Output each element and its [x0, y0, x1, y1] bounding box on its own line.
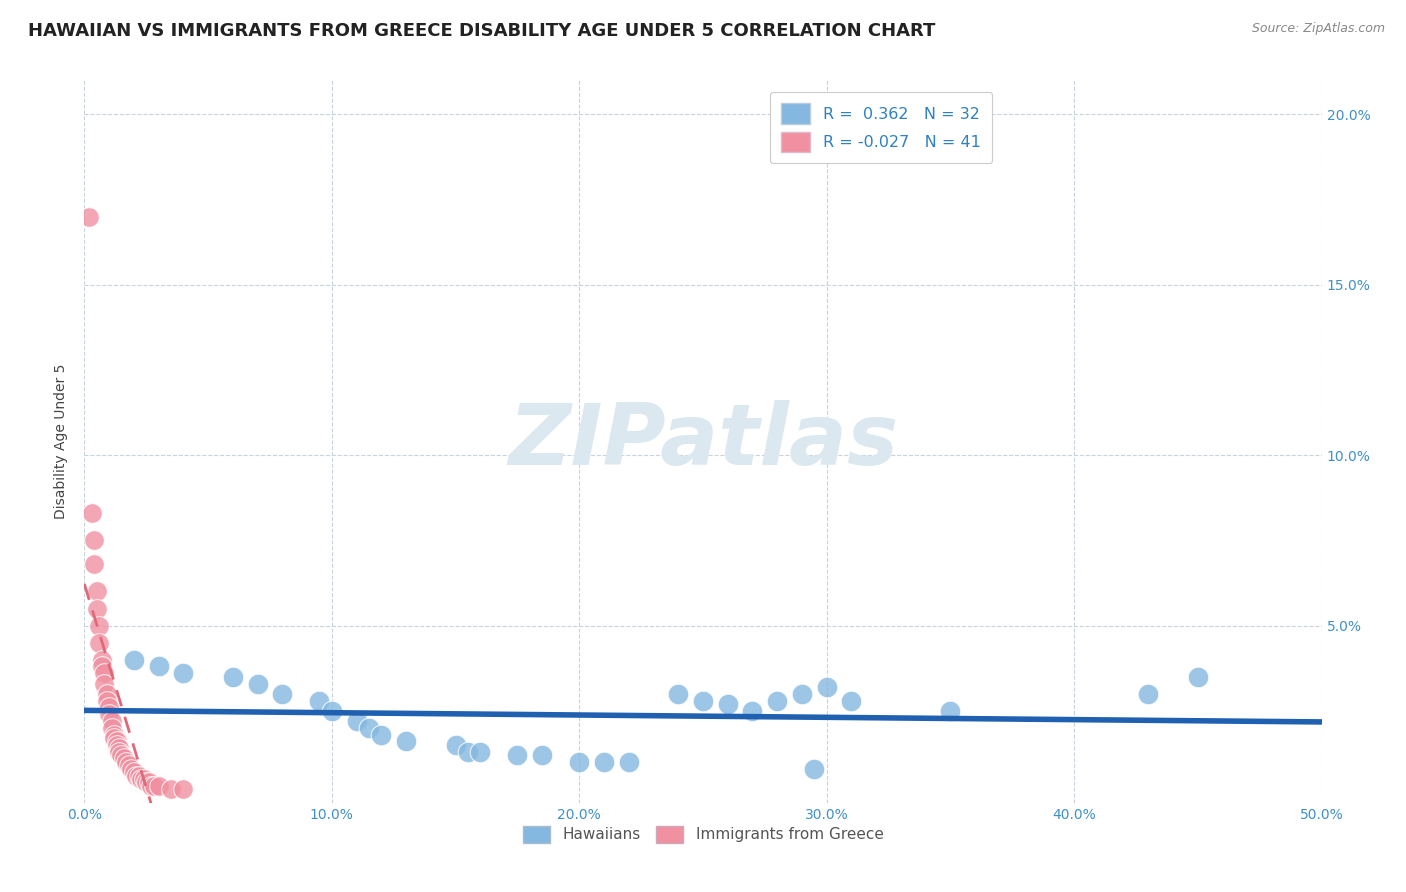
- Point: [172, 666, 194, 681]
- Point: [346, 714, 368, 728]
- Point: [105, 738, 128, 752]
- Point: [803, 762, 825, 776]
- Point: [841, 693, 863, 707]
- Point: [122, 653, 145, 667]
- Point: [79, 210, 101, 224]
- Point: [105, 734, 128, 748]
- Point: [766, 693, 789, 707]
- Point: [939, 704, 962, 718]
- Point: [100, 721, 122, 735]
- Point: [470, 745, 492, 759]
- Point: [132, 772, 155, 786]
- Point: [128, 768, 150, 782]
- Point: [90, 659, 112, 673]
- Point: [1137, 687, 1160, 701]
- Point: [125, 768, 148, 782]
- Point: [138, 775, 160, 789]
- Point: [135, 775, 157, 789]
- Text: Source: ZipAtlas.com: Source: ZipAtlas.com: [1251, 22, 1385, 36]
- Point: [115, 755, 138, 769]
- Point: [172, 782, 194, 797]
- Point: [141, 779, 163, 793]
- Point: [83, 533, 105, 548]
- Point: [370, 728, 392, 742]
- Point: [98, 707, 121, 722]
- Point: [815, 680, 838, 694]
- Point: [90, 653, 112, 667]
- Point: [271, 687, 294, 701]
- Point: [93, 676, 115, 690]
- Point: [89, 635, 111, 649]
- Point: [357, 721, 380, 735]
- Point: [108, 741, 131, 756]
- Y-axis label: Disability Age Under 5: Disability Age Under 5: [55, 364, 69, 519]
- Point: [110, 748, 132, 763]
- Point: [160, 782, 183, 797]
- Point: [666, 687, 689, 701]
- Point: [142, 779, 165, 793]
- Point: [246, 676, 269, 690]
- Point: [103, 728, 125, 742]
- Point: [617, 755, 640, 769]
- Point: [96, 693, 118, 707]
- Point: [222, 670, 245, 684]
- Point: [103, 731, 125, 745]
- Point: [506, 748, 529, 763]
- Point: [531, 748, 554, 763]
- Legend: Hawaiians, Immigrants from Greece: Hawaiians, Immigrants from Greece: [516, 820, 890, 849]
- Point: [692, 693, 714, 707]
- Point: [122, 765, 145, 780]
- Point: [457, 745, 479, 759]
- Point: [120, 762, 142, 776]
- Point: [148, 659, 170, 673]
- Point: [93, 666, 115, 681]
- Point: [83, 558, 105, 572]
- Point: [790, 687, 813, 701]
- Point: [112, 751, 135, 765]
- Point: [86, 584, 108, 599]
- Point: [148, 779, 170, 793]
- Point: [717, 697, 740, 711]
- Point: [444, 738, 467, 752]
- Point: [108, 745, 131, 759]
- Point: [86, 601, 108, 615]
- Point: [129, 772, 152, 786]
- Point: [568, 755, 591, 769]
- Point: [321, 704, 343, 718]
- Point: [96, 687, 118, 701]
- Point: [593, 755, 616, 769]
- Point: [308, 693, 330, 707]
- Text: ZIPatlas: ZIPatlas: [508, 400, 898, 483]
- Point: [1187, 670, 1209, 684]
- Point: [98, 700, 121, 714]
- Point: [80, 506, 103, 520]
- Point: [100, 714, 122, 728]
- Text: HAWAIIAN VS IMMIGRANTS FROM GREECE DISABILITY AGE UNDER 5 CORRELATION CHART: HAWAIIAN VS IMMIGRANTS FROM GREECE DISAB…: [28, 22, 935, 40]
- Point: [89, 618, 111, 632]
- Point: [741, 704, 763, 718]
- Point: [395, 734, 418, 748]
- Point: [118, 758, 141, 772]
